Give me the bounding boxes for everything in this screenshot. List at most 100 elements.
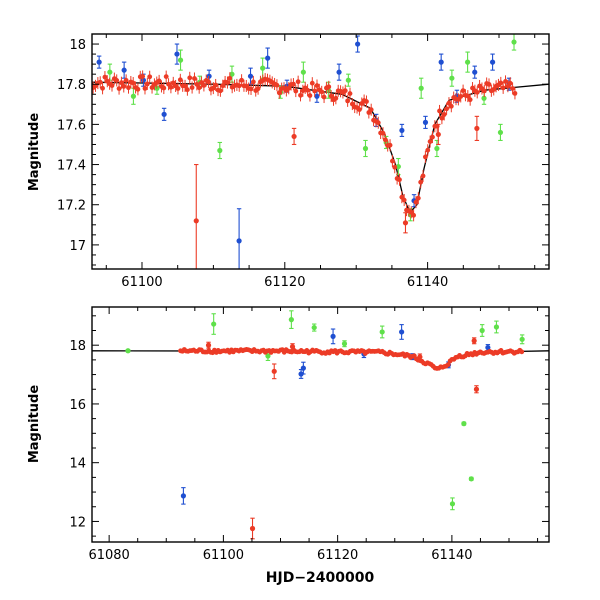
bottom-green-point	[211, 313, 217, 335]
top-red-point	[481, 84, 487, 97]
top-red-point	[345, 94, 351, 107]
bottom-x-tick-label: 61120	[317, 548, 358, 563]
top-blue-point	[161, 107, 167, 121]
top-red-point	[100, 82, 105, 95]
top-red-point	[364, 95, 369, 108]
top-red-point	[274, 79, 280, 92]
top-red-point	[86, 78, 91, 90]
bottom-red-point	[205, 341, 212, 349]
top-plot-area	[86, 34, 549, 269]
bottom-green-point	[288, 310, 294, 329]
top-blue-point	[422, 115, 429, 129]
top-red-point	[402, 212, 409, 234]
bottom-x-tick-label: 61080	[88, 548, 129, 563]
bottom-green-point	[468, 476, 474, 482]
bottom-green-point	[341, 340, 348, 348]
bottom-blue-point	[298, 369, 304, 379]
top-red-point	[109, 79, 115, 92]
top-green-point	[177, 49, 184, 71]
top-red-point	[460, 84, 466, 97]
top-red-point	[411, 209, 417, 222]
top-red-point	[144, 77, 150, 90]
top-red-point	[342, 84, 348, 97]
top-red-point	[206, 75, 212, 89]
top-red-point	[307, 89, 313, 102]
bottom-y-axis-label: Magnitude	[27, 385, 42, 464]
top-red-point	[194, 78, 200, 91]
bottom-y-tick-label: 18	[69, 339, 86, 354]
top-red-point	[467, 93, 473, 106]
top-red-point	[201, 79, 207, 92]
top-y-axis-label: Magnitude	[27, 113, 42, 192]
top-series-green	[107, 34, 517, 222]
top-green-point	[362, 139, 369, 158]
top-y-tick-label: 17.2	[57, 199, 86, 214]
bottom-x-tick-label: 61140	[431, 548, 472, 563]
top-green-point	[511, 34, 517, 51]
top-red-point	[420, 169, 426, 182]
top-red-point	[430, 131, 435, 144]
top-red-point	[422, 150, 428, 163]
top-red-point	[227, 72, 233, 85]
top-red-point	[368, 103, 374, 116]
bottom-red-point	[471, 337, 477, 345]
bottom-y-tick-label: 14	[69, 457, 86, 472]
top-panel: 61100 61120 61140 17 17.2 17.4 17.6 17.8 18 Magn…	[27, 33, 550, 290]
top-red-point	[319, 85, 325, 98]
top-y-tick-label: 17.4	[57, 159, 86, 174]
top-blue-point	[174, 43, 180, 65]
top-red-point	[163, 70, 169, 83]
top-red-point	[390, 155, 395, 168]
top-red-point	[187, 71, 193, 84]
bottom-green-point	[461, 421, 467, 427]
top-green-point	[345, 73, 351, 87]
bottom-green-point	[519, 334, 525, 345]
top-red-point	[305, 84, 310, 97]
top-red-point	[177, 73, 183, 86]
bottom-blue-point	[330, 328, 336, 345]
top-red-point	[512, 87, 518, 100]
top-blue-point	[336, 63, 342, 81]
top-x-tick-label: 61140	[407, 275, 448, 290]
top-green-point	[449, 69, 455, 87]
top-red-point	[375, 116, 381, 129]
top-blue-point	[438, 53, 444, 71]
top-red-point	[415, 192, 421, 205]
top-blue-point	[265, 47, 271, 69]
top-red-point	[312, 85, 318, 98]
top-green-point	[300, 61, 306, 83]
top-red-point	[298, 89, 303, 102]
top-red-point	[291, 78, 296, 91]
top-red-point	[458, 90, 464, 103]
top-red-point	[123, 74, 129, 87]
bottom-plot-frame	[91, 306, 550, 543]
top-blue-point	[472, 65, 478, 79]
top-red-point	[434, 120, 440, 133]
top-red-point	[184, 83, 190, 96]
top-red-point	[444, 102, 450, 115]
top-red-point	[507, 77, 513, 90]
top-axis-ticks: 61100 61120 61140 17 17.2 17.4 17.6 17.8 18	[57, 33, 549, 290]
bottom-green-point	[479, 324, 485, 337]
top-red-point	[498, 76, 504, 89]
bottom-y-tick-label: 12	[69, 515, 86, 530]
top-red-point	[255, 82, 261, 95]
bottom-red-point	[249, 517, 256, 540]
top-blue-point	[399, 123, 405, 137]
top-red-point	[291, 127, 297, 146]
top-y-tick-label: 18	[69, 38, 86, 53]
bottom-red-point	[473, 385, 480, 394]
top-red-point	[97, 76, 103, 89]
bottom-green-point	[379, 325, 385, 339]
bottom-red-point	[445, 362, 451, 367]
top-red-point	[309, 77, 315, 90]
top-blue-point	[96, 55, 102, 69]
bottom-red-point	[519, 349, 525, 355]
bottom-x-tick-label: 61100	[203, 548, 244, 563]
top-y-tick-label: 17.6	[57, 118, 86, 133]
bottom-series-red-dense	[178, 347, 525, 371]
top-red-point	[189, 81, 195, 94]
top-y-tick-label: 17	[69, 239, 86, 254]
top-green-point	[418, 77, 424, 99]
